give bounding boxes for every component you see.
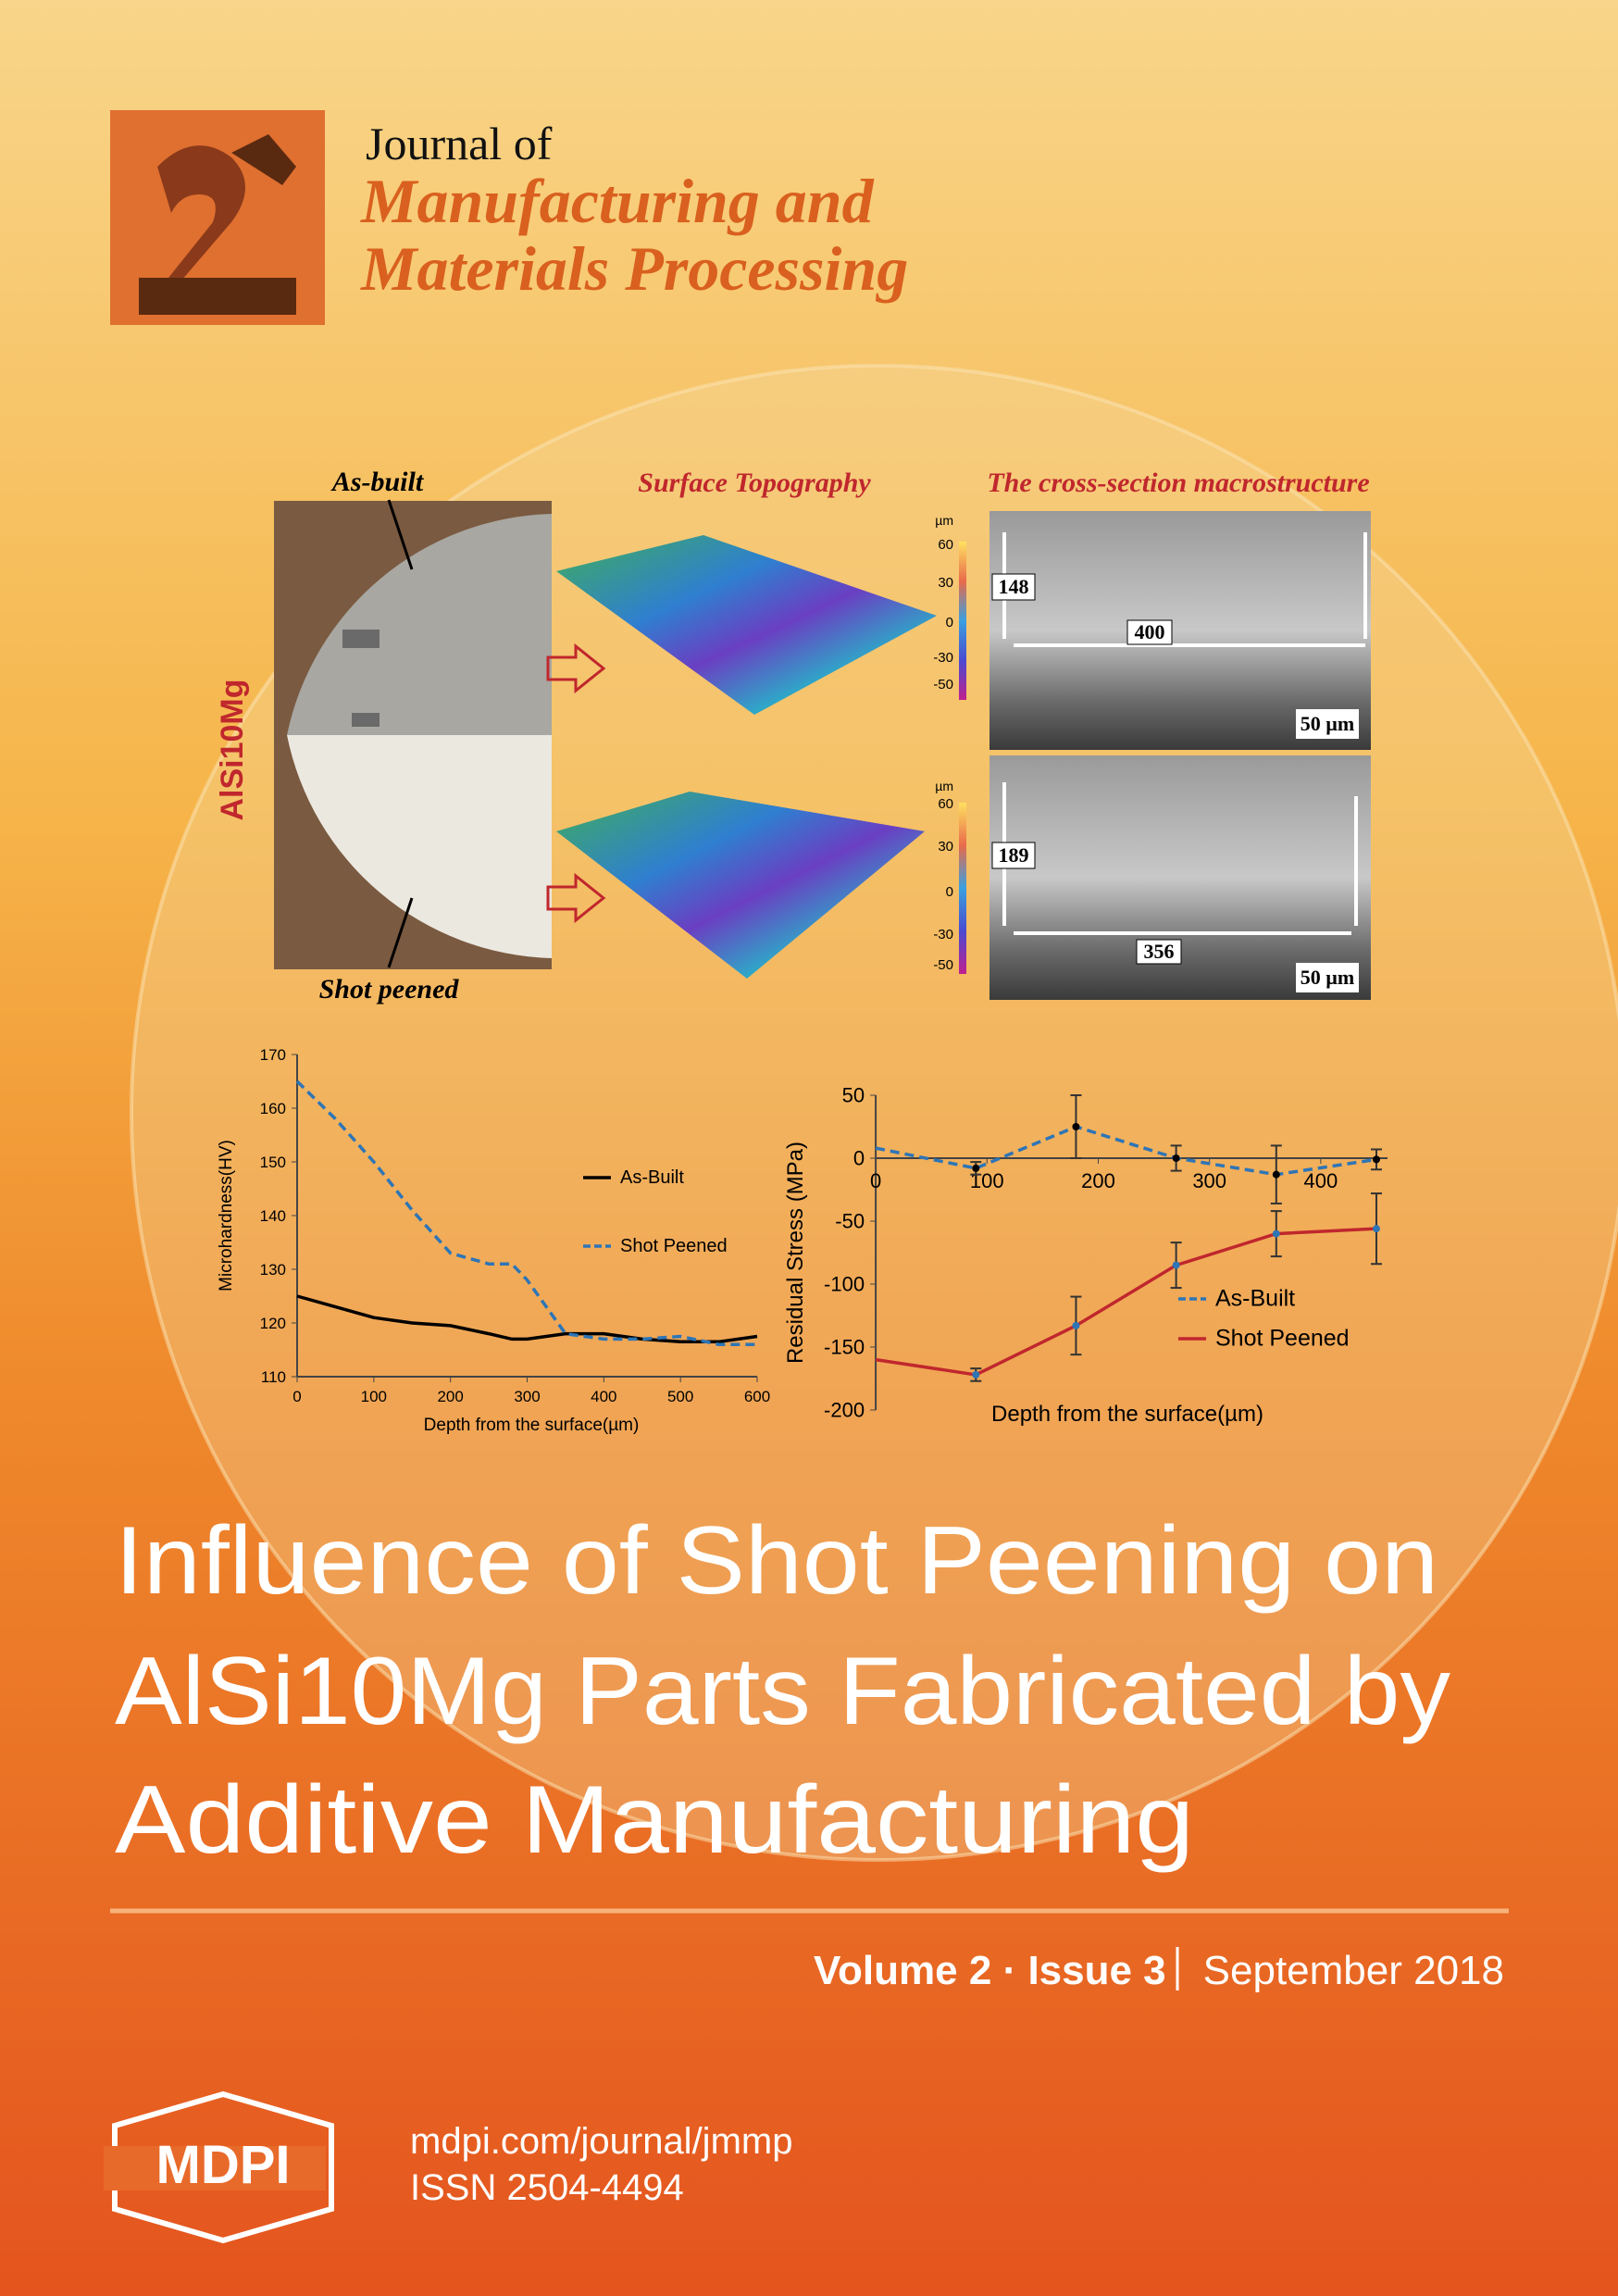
y-axis-label: Microhardness(HV) [217,1140,236,1292]
scale-bar: 50 µm [1301,712,1355,735]
x-tick-label: 100 [361,1388,387,1405]
journal-url: mdpi.com/journal/jmmp [410,2121,792,2162]
colorbar-tick: 0 [946,884,953,900]
x-tick-label: 500 [667,1388,693,1405]
article-title: Additive Manufacturing [115,1766,1194,1874]
y-tick-label: -50 [835,1210,865,1233]
dimension: 400 [1135,620,1165,643]
y-tick-label: 0 [853,1147,865,1170]
label-as-built: As-built [330,467,425,497]
colorbar-tick: 30 [938,839,953,855]
separator: · [1003,1948,1017,1993]
y-tick-label: 140 [260,1207,286,1225]
point [1372,1155,1380,1164]
colorbar-tick: -30 [933,927,953,942]
y-tick-label: -150 [824,1336,865,1359]
x-tick-label: 300 [514,1388,540,1405]
x-tick-label: 300 [1192,1169,1226,1192]
point [1272,1170,1280,1179]
figure [274,499,1371,1000]
y-axis-label: Residual Stress (MPa) [783,1142,808,1364]
scale-bar: 50 µm [1301,966,1355,989]
publisher-logo [104,2090,334,2244]
dimension: 148 [999,575,1029,598]
legend-label: As-Built [1215,1286,1295,1312]
y-tick-label: 120 [260,1315,286,1332]
y-tick-label: 170 [260,1046,286,1064]
colorbar-tick: -30 [933,650,953,666]
y-tick-label: 150 [260,1154,286,1171]
x-axis-label: Depth from the surface(µm) [424,1416,640,1435]
label-surface: Surface Topography [638,468,871,498]
journal-logo [110,110,325,325]
colorbar-unit: µm [935,779,953,793]
point [1172,1154,1180,1162]
x-tick-label: 200 [1081,1169,1115,1192]
journal-line2: Manufacturing and [360,166,875,236]
dimension: 189 [999,843,1029,867]
y-tick-label: -200 [824,1399,865,1422]
colorbar-tick: -50 [933,957,953,973]
colorbar-tick: 30 [938,575,953,591]
journal-line1: Journal of [366,118,553,169]
point [972,1164,980,1172]
journal-line3: Materials Processing [360,233,908,304]
article-title: AlSi10Mg Parts Fabricated by [115,1638,1450,1745]
colorbar-tick: 60 [938,796,953,812]
legend-label: Shot Peened [1215,1326,1350,1352]
volume: Volume 2 [814,1948,991,1993]
label-material: AlSi10Mg [215,679,250,820]
point [1272,1229,1280,1238]
date: September 2018 [1203,1948,1504,1993]
legend-label: As-Built [620,1167,684,1188]
y-tick-label: 50 [842,1084,865,1107]
x-tick-label: 400 [591,1388,616,1405]
label-shot-peened: Shot peened [319,974,460,1004]
issue-number: Issue 3 [1027,1948,1165,1993]
issue-line: Volume 2 · Issue 3 September 2018 [814,1948,1504,1993]
issn: ISSN 2504-4494 [410,2167,684,2208]
point [972,1370,980,1379]
series-line [875,1125,1377,1177]
series-line [295,1079,757,1346]
colorbar-tick: 60 [938,537,953,553]
x-tick-label: 400 [1304,1169,1338,1192]
point [1072,1321,1080,1329]
point [1072,1123,1080,1130]
colorbar-unit: µm [935,513,953,528]
y-tick-label: 160 [260,1100,286,1117]
x-tick-label: 0 [870,1169,881,1192]
point [1372,1225,1380,1233]
dimension: 356 [1144,940,1175,963]
y-tick-label: -100 [824,1273,865,1296]
point [1172,1261,1180,1269]
series-line [296,1294,758,1344]
y-tick-label: 130 [260,1261,286,1279]
colorbar-tick: 0 [946,615,953,630]
label-cross-section: The cross-section macrostructure [987,468,1369,498]
x-tick-label: 200 [437,1388,463,1405]
article-title: Influence of Shot Peening on [115,1507,1438,1615]
colorbar-tick: -50 [933,677,953,693]
x-tick-label: 0 [292,1388,301,1405]
legend-label: Shot Peened [620,1236,728,1256]
x-tick-label: 600 [744,1388,770,1405]
y-tick-label: 110 [261,1368,286,1386]
publisher: MDPI [156,2135,291,2195]
x-axis-label: Depth from the surface(µm) [991,1402,1263,1427]
series-line [875,1227,1377,1377]
